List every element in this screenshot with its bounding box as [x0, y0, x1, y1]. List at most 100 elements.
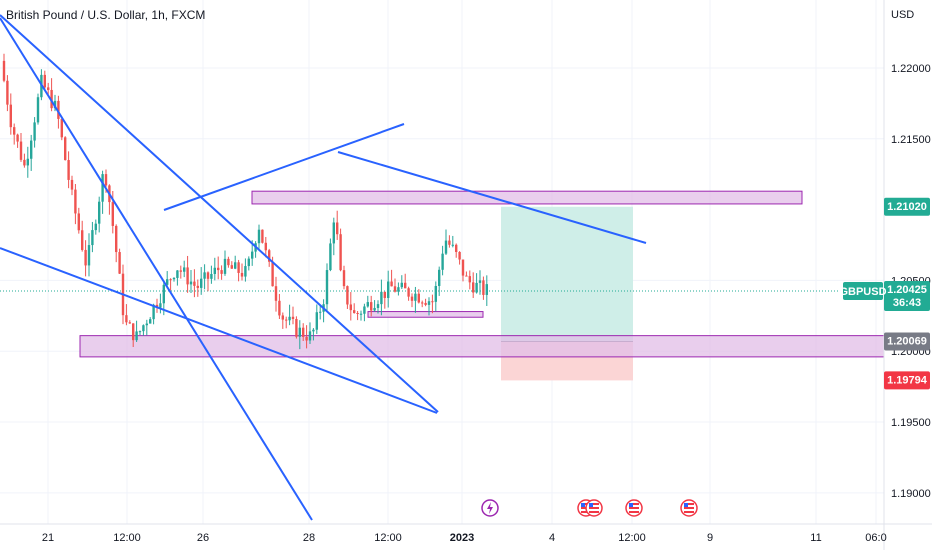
candle — [155, 298, 159, 313]
time-tick-label: 12:00 — [113, 532, 141, 544]
candle — [417, 289, 420, 304]
candle — [376, 300, 380, 314]
candle — [240, 263, 244, 281]
candle — [427, 297, 431, 316]
candle — [302, 323, 305, 341]
candle — [281, 312, 284, 329]
candle — [475, 273, 478, 294]
trendlines — [0, 14, 647, 521]
candle — [30, 134, 33, 171]
candle — [339, 228, 342, 272]
candle — [315, 304, 318, 334]
entry-price-badge-text: 1.20069 — [887, 335, 927, 347]
candle — [482, 276, 485, 300]
candle — [128, 320, 131, 324]
us-flag-event-icon — [585, 499, 603, 517]
candle — [468, 270, 471, 290]
candle — [285, 316, 288, 329]
candle — [33, 117, 36, 148]
trendline — [163, 123, 405, 211]
candle — [291, 306, 295, 325]
candle — [414, 286, 417, 313]
candle — [305, 325, 308, 349]
candle — [101, 170, 104, 214]
symbol-badge-text: GBPUSD — [839, 286, 886, 298]
candle — [142, 324, 145, 336]
candle — [115, 224, 118, 263]
time-tick-label: 12:00 — [618, 532, 646, 544]
price-tick-label: 1.21500 — [891, 134, 931, 146]
candle — [2, 53, 6, 83]
candle — [441, 245, 444, 276]
candle — [478, 270, 482, 295]
chart-title: British Pound / U.S. Dollar, 1h, FXCM — [6, 8, 206, 22]
candle — [308, 322, 312, 345]
time-tick-label: 2023 — [450, 532, 474, 544]
candle — [227, 256, 230, 268]
candle — [125, 304, 128, 326]
price-tick-label: 1.19500 — [891, 417, 931, 429]
time-axis[interactable]: 21 12:00 26 28 12:00 2023 4 12:00 9 11 06:0 — [0, 523, 932, 544]
candle — [448, 235, 451, 248]
time-tick-label: 21 — [42, 532, 54, 544]
candle — [407, 286, 410, 301]
candle — [108, 184, 111, 215]
candle — [465, 271, 468, 277]
candle — [254, 241, 257, 258]
candle — [87, 233, 91, 277]
candle — [47, 82, 50, 95]
candle — [472, 272, 475, 298]
candle — [298, 320, 301, 350]
stop-price-badge: 1.19794 — [884, 371, 930, 390]
candle — [217, 256, 220, 280]
candle — [295, 316, 298, 339]
candle — [359, 310, 363, 321]
time-tick-label: 11 — [810, 532, 821, 544]
candle — [356, 311, 359, 321]
time-tick-label: 28 — [303, 532, 315, 544]
minor-zone — [367, 311, 484, 318]
candle — [485, 275, 488, 306]
profit-zone — [501, 206, 633, 342]
candle — [70, 175, 74, 196]
candle — [13, 123, 16, 145]
candle — [461, 259, 465, 282]
candle — [349, 292, 352, 321]
candle — [230, 261, 233, 269]
candle — [189, 270, 193, 294]
candle — [186, 255, 189, 293]
candle — [152, 303, 155, 325]
candle — [278, 293, 281, 319]
trendline — [0, 247, 438, 414]
candle — [444, 229, 448, 256]
target-price-badge-text: 1.21020 — [887, 201, 927, 213]
candle — [213, 257, 216, 281]
support-zone — [79, 335, 885, 358]
candle — [159, 293, 162, 314]
candle — [363, 303, 366, 322]
candle — [373, 300, 376, 312]
candle — [244, 258, 247, 282]
candle — [234, 255, 237, 270]
candle — [332, 217, 335, 256]
candle — [81, 220, 84, 252]
stop-price-badge-text: 1.19794 — [887, 374, 928, 386]
price-axis[interactable]: USD1.220001.215001.205001.200001.195001.… — [883, 0, 931, 550]
candle — [431, 294, 434, 314]
candle — [421, 300, 424, 308]
trendline — [337, 151, 647, 244]
time-tick-label: 26 — [197, 532, 209, 544]
candle — [220, 265, 223, 280]
candle — [203, 264, 206, 290]
time-tick-label: 12:00 — [374, 532, 402, 544]
candle — [64, 136, 67, 161]
trendline — [0, 14, 439, 413]
symbol-badge: GBPUSD — [839, 282, 887, 301]
event-markers[interactable] — [481, 499, 698, 517]
time-tick-label: 9 — [707, 532, 713, 544]
candle — [135, 320, 138, 343]
candle — [16, 133, 19, 148]
candle — [36, 93, 40, 125]
